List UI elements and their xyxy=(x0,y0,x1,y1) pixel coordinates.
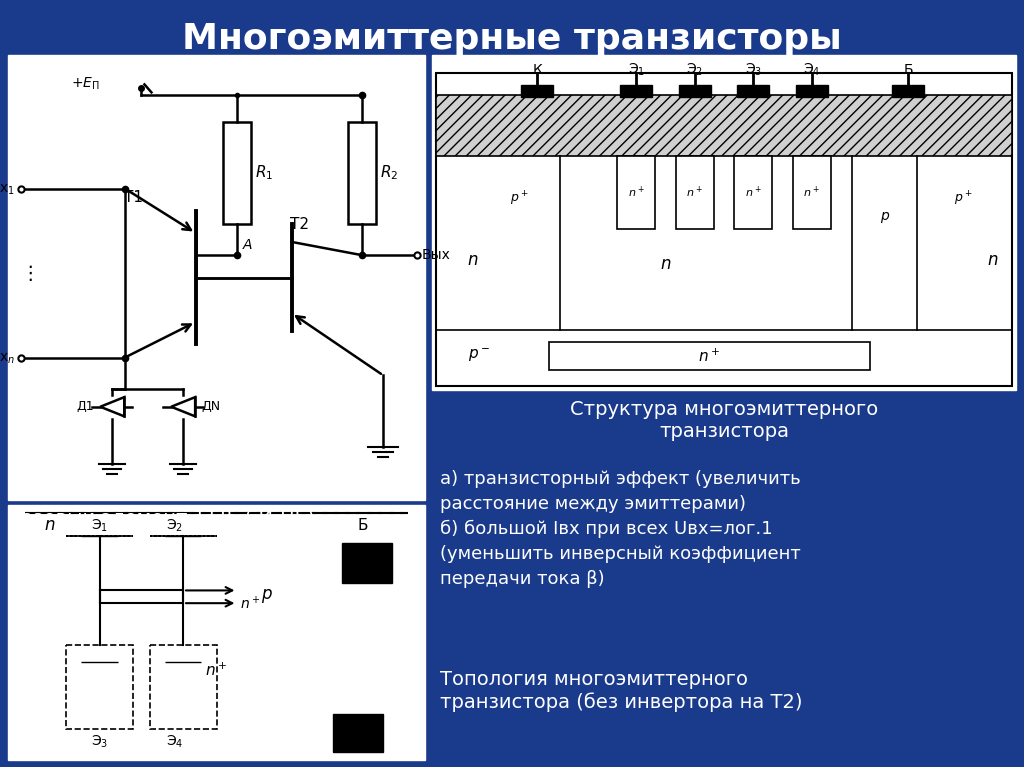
Text: $+E_{\Pi}$: $+E_{\Pi}$ xyxy=(71,76,99,92)
Bar xyxy=(348,122,377,224)
Bar xyxy=(432,55,1016,390)
Bar xyxy=(8,505,425,760)
Text: $n^+$: $n^+$ xyxy=(206,662,227,680)
Text: p: p xyxy=(881,209,889,223)
Bar xyxy=(150,645,216,729)
Text: $R_2$: $R_2$ xyxy=(381,163,398,183)
Text: n: n xyxy=(44,516,55,535)
Text: $p^+$: $p^+$ xyxy=(510,190,529,208)
Text: Б: Б xyxy=(903,63,912,77)
Text: Э$_2$: Э$_2$ xyxy=(686,62,703,78)
Text: а) транзисторный эффект (увеличить
расстояние между эмиттерами)
б) большой Iвх п: а) транзисторный эффект (увеличить расст… xyxy=(440,470,801,588)
Text: Э$_1$: Э$_1$ xyxy=(628,62,645,78)
Text: Э$_4$: Э$_4$ xyxy=(803,62,820,78)
Bar xyxy=(892,85,924,97)
Polygon shape xyxy=(100,397,124,416)
Bar xyxy=(676,156,714,229)
Bar xyxy=(734,156,772,229)
Text: К: К xyxy=(349,736,359,750)
Text: Э$_3$: Э$_3$ xyxy=(744,62,762,78)
Text: n: n xyxy=(987,251,998,269)
Text: Структура многоэмиттерного
транзистора: Структура многоэмиттерного транзистора xyxy=(570,400,879,441)
Bar xyxy=(793,156,830,229)
Text: n: n xyxy=(468,251,478,269)
Bar xyxy=(333,714,383,752)
Text: p: p xyxy=(261,585,271,604)
Text: Базовый элемент ТТЛ  ( И-НЕ): Базовый элемент ТТЛ ( И-НЕ) xyxy=(8,508,314,527)
Text: Т2: Т2 xyxy=(291,216,309,232)
Text: $n^+$: $n^+$ xyxy=(241,594,261,612)
Text: ⋮: ⋮ xyxy=(20,264,40,282)
Bar xyxy=(342,543,391,583)
Text: $n^+$: $n^+$ xyxy=(628,184,645,199)
Polygon shape xyxy=(171,397,196,416)
Text: К: К xyxy=(532,63,542,77)
Text: Э$_3$: Э$_3$ xyxy=(91,733,109,750)
Bar xyxy=(549,342,870,370)
Text: Т1: Т1 xyxy=(124,190,142,205)
Text: Э$_1$: Э$_1$ xyxy=(91,518,109,534)
Text: Вых: Вых xyxy=(422,249,451,262)
Text: Д1: Д1 xyxy=(77,400,94,413)
Text: Э$_2$: Э$_2$ xyxy=(166,518,183,534)
Bar xyxy=(67,645,133,729)
Text: Вх$_n$: Вх$_n$ xyxy=(0,350,15,366)
Bar xyxy=(436,95,1012,156)
Bar xyxy=(621,85,652,97)
Text: $p^-$: $p^-$ xyxy=(468,346,489,364)
Text: $n^+$: $n^+$ xyxy=(698,347,721,365)
Text: Б: Б xyxy=(357,518,368,533)
Text: $n^+$: $n^+$ xyxy=(686,184,703,199)
Text: Топология многоэмиттерного
транзистора (без инвертора на Т2): Топология многоэмиттерного транзистора (… xyxy=(440,670,803,712)
Text: n: n xyxy=(660,255,671,272)
Bar xyxy=(617,156,655,229)
Bar xyxy=(796,85,827,97)
Text: Вх$_1$: Вх$_1$ xyxy=(0,180,15,196)
Text: ДN: ДN xyxy=(201,400,220,413)
Bar xyxy=(436,73,1012,386)
Text: $R_1$: $R_1$ xyxy=(255,163,273,183)
Bar xyxy=(679,85,711,97)
Text: $n^+$: $n^+$ xyxy=(803,184,820,199)
Text: A: A xyxy=(243,239,252,252)
Bar xyxy=(737,85,769,97)
Bar xyxy=(521,85,553,97)
Text: $n^+$: $n^+$ xyxy=(744,184,762,199)
Bar xyxy=(8,55,425,500)
Text: Э$_4$: Э$_4$ xyxy=(166,733,183,750)
Text: $p^+$: $p^+$ xyxy=(954,190,973,208)
Bar xyxy=(223,122,251,224)
Text: Многоэмиттерные транзисторы: Многоэмиттерные транзисторы xyxy=(182,22,842,56)
